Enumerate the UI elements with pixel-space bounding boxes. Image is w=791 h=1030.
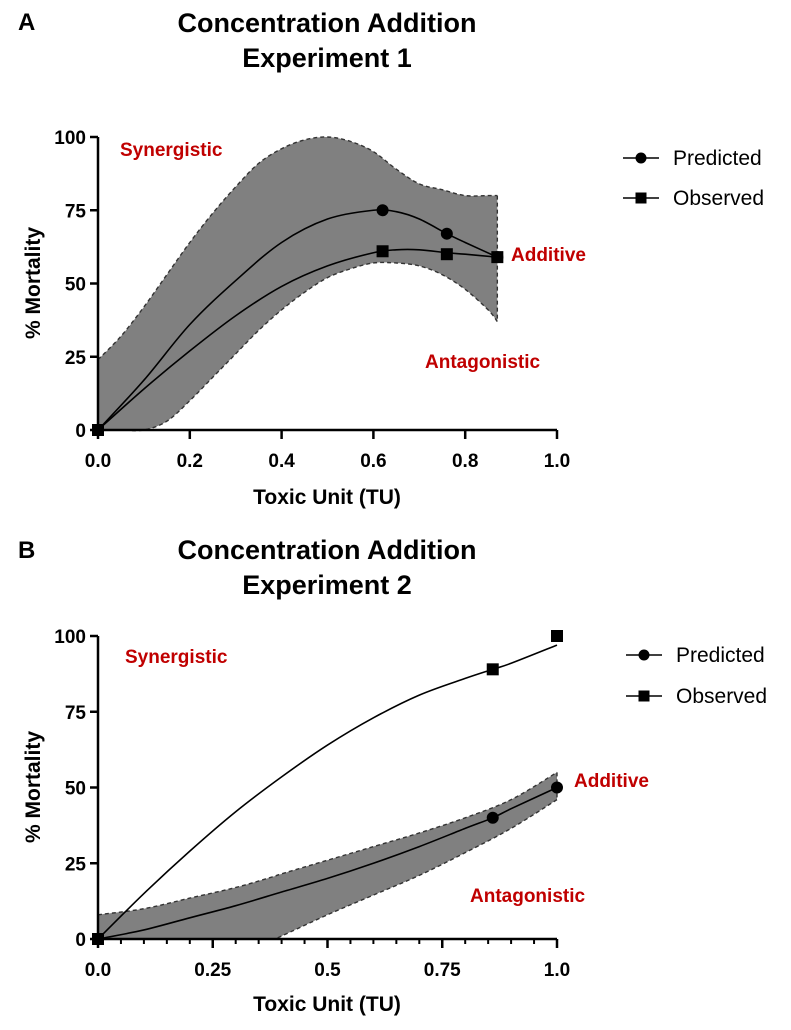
panel-b-title-line-2: Experiment 2 bbox=[242, 570, 412, 600]
panel-a-axes-group: 0 25 50 75 100 0.0 0.2 0.4 0.6 0.8 1.0 bbox=[54, 128, 570, 472]
panel-b-x-tick-label: 0.0 bbox=[85, 960, 111, 981]
panel-a-letter: A bbox=[18, 9, 35, 36]
panel-b-predicted-point bbox=[551, 781, 563, 794]
panel-b-confidence-band-group bbox=[97, 771, 558, 940]
panel-b-legend: Predicted Observed bbox=[626, 644, 767, 708]
panel-b-antagonistic-label: Antagonistic bbox=[470, 886, 585, 907]
panel-b-band-lower-edge bbox=[98, 799, 558, 940]
panel-b-legend-predicted-label: Predicted bbox=[676, 644, 765, 667]
panel-a-observed-point bbox=[376, 245, 389, 258]
panel-a-y-tick-label: 25 bbox=[65, 348, 87, 369]
panel-a-title-line-1: Concentration Addition bbox=[178, 8, 477, 38]
panel-a-legend-observed-label: Observed bbox=[673, 187, 764, 210]
panel-a-observed-point bbox=[491, 251, 504, 264]
panel-b-y-tick-label: 75 bbox=[65, 703, 87, 724]
panel-a-legend-predicted-label: Predicted bbox=[673, 147, 762, 170]
panel-b-observed-point bbox=[92, 933, 104, 945]
panel-b-observed-point bbox=[486, 663, 499, 676]
panel-a-y-tick-label: 75 bbox=[65, 201, 87, 222]
panel-b-x-tick-label: 0.75 bbox=[424, 960, 461, 981]
panel-b-title-line-1: Concentration Addition bbox=[178, 535, 477, 565]
panel-a-antagonistic-label: Antagonistic bbox=[425, 352, 540, 373]
panel-b-x-tick-label: 0.5 bbox=[314, 960, 341, 981]
panel-a-legend: Predicted Observed bbox=[623, 147, 764, 210]
panel-a-points-group bbox=[92, 204, 504, 436]
panel-b-y-tick-label: 100 bbox=[54, 627, 86, 648]
panel-a-observed-point bbox=[92, 424, 104, 436]
panel-a-x-tick-label: 0.4 bbox=[268, 451, 295, 472]
panel-b: B Concentration Addition Experiment 2 0 2… bbox=[18, 535, 767, 1016]
panel-a-y-tick-label: 50 bbox=[65, 275, 86, 296]
panel-b-confidence-band bbox=[98, 772, 557, 940]
panel-a-predicted-point bbox=[440, 227, 453, 240]
panel-b-legend-observed-marker bbox=[638, 690, 650, 702]
panel-b-legend-predicted-marker bbox=[638, 649, 650, 661]
panel-a-legend-observed-marker bbox=[635, 192, 647, 204]
panel-b-synergistic-label: Synergistic bbox=[125, 647, 228, 668]
panel-b-y-tick-label: 25 bbox=[65, 854, 87, 875]
panel-b-axes-group: 0 25 50 75 100 0.0 0.25 0.5 0.75 1.0 bbox=[54, 627, 570, 981]
panel-a-band-upper-edge bbox=[97, 136, 498, 361]
panel-a-title-line-2: Experiment 1 bbox=[242, 43, 412, 73]
panel-a-synergistic-label: Synergistic bbox=[120, 140, 223, 161]
panel-a-x-tick-label: 0.2 bbox=[177, 451, 203, 472]
panel-a-observed-point bbox=[440, 248, 453, 261]
panel-b-x-axis-label: Toxic Unit (TU) bbox=[253, 993, 401, 1016]
panel-b-points-group bbox=[92, 630, 563, 945]
panel-a-legend-predicted-marker bbox=[635, 152, 647, 164]
panel-b-observed-point bbox=[551, 630, 563, 642]
panel-b-additive-label: Additive bbox=[574, 771, 649, 792]
panel-b-x-tick-label: 0.25 bbox=[194, 960, 231, 981]
panel-b-y-tick-label: 50 bbox=[65, 779, 86, 800]
panel-a-band-lower-edge bbox=[98, 261, 498, 432]
panel-b-letter: B bbox=[18, 537, 35, 564]
panel-a-x-tick-label: 0.0 bbox=[85, 451, 111, 472]
panel-a-x-tick-label: 0.6 bbox=[360, 451, 386, 472]
panel-b-legend-observed-label: Observed bbox=[676, 685, 767, 708]
panel-a: A Concentration Addition Experiment 1 0 2… bbox=[18, 8, 764, 509]
panel-a-y-tick-label: 0 bbox=[75, 421, 86, 442]
panel-a-y-tick-label: 100 bbox=[54, 128, 86, 149]
panel-b-y-tick-label: 0 bbox=[75, 930, 86, 951]
panel-a-x-axis-label: Toxic Unit (TU) bbox=[253, 486, 401, 509]
panel-a-x-tick-label: 0.8 bbox=[452, 451, 478, 472]
panel-b-predicted-point bbox=[486, 811, 499, 824]
panel-a-confidence-band bbox=[98, 136, 498, 431]
panel-b-x-tick-label: 1.0 bbox=[544, 960, 570, 981]
panel-a-y-axis-label: % Mortality bbox=[22, 227, 45, 339]
panel-a-predicted-point bbox=[376, 204, 389, 217]
panel-a-confidence-band-group bbox=[97, 136, 499, 432]
panel-a-additive-label: Additive bbox=[511, 245, 586, 266]
panel-a-x-tick-label: 1.0 bbox=[544, 451, 570, 472]
panel-b-y-axis-label: % Mortality bbox=[22, 731, 45, 843]
